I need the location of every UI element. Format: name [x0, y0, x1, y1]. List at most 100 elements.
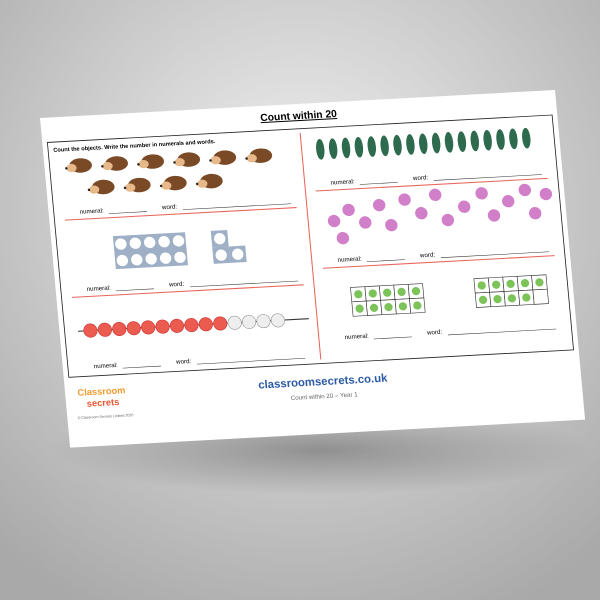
hedgehog-nose — [245, 157, 248, 160]
answer-line — [359, 182, 398, 185]
leaf — [509, 128, 518, 150]
word-label: word: — [419, 252, 436, 260]
leaf — [419, 133, 428, 155]
counter — [158, 236, 170, 248]
dot — [398, 193, 411, 206]
dot — [415, 207, 428, 220]
dot — [502, 195, 515, 208]
bead — [227, 315, 242, 330]
counter — [398, 302, 408, 311]
hedgehog-face — [197, 179, 208, 188]
divider — [71, 284, 304, 298]
dot — [372, 198, 386, 212]
title: Count within 20 — [260, 109, 338, 124]
leaf — [522, 127, 531, 149]
counter — [116, 254, 129, 267]
dot — [336, 231, 350, 245]
hedgehog-nose — [87, 188, 91, 192]
counter — [172, 235, 185, 247]
counter — [492, 280, 501, 289]
dot — [518, 183, 531, 197]
counter — [397, 287, 406, 297]
dot — [528, 207, 542, 220]
word-label: word: — [161, 203, 178, 211]
counter — [535, 278, 544, 287]
leaf — [328, 138, 338, 159]
hedgehog-face — [246, 154, 257, 163]
hedgehog-face — [102, 161, 113, 171]
counter — [131, 254, 143, 266]
hedgehog-nose — [137, 163, 140, 166]
dot — [327, 214, 341, 228]
hedgehog-nose — [209, 159, 212, 162]
counter — [355, 304, 364, 313]
bead — [198, 317, 213, 332]
dot — [475, 187, 488, 200]
numeral-label: numeral: — [86, 285, 111, 293]
numeral-label: numeral: — [93, 362, 118, 370]
answer-line — [182, 203, 292, 210]
bead — [83, 323, 98, 338]
answer-line — [440, 251, 550, 258]
answer-line — [108, 211, 147, 214]
bead — [213, 316, 228, 331]
dot — [487, 209, 501, 222]
answer-line — [115, 288, 154, 292]
counter — [144, 236, 156, 249]
counter — [232, 248, 244, 260]
worksheet: Count within 20 Count the objects. Write… — [40, 89, 586, 448]
hedgehog-face — [174, 158, 185, 167]
hedgehog-nose — [101, 165, 104, 168]
counter — [506, 279, 515, 289]
hedgehog-face — [125, 183, 136, 192]
hedgehog-face — [66, 163, 77, 173]
caption: Count within 20 – Year 1 — [290, 391, 358, 402]
counter — [214, 232, 226, 245]
word-label: word: — [175, 358, 192, 366]
bead — [256, 314, 271, 329]
counter — [354, 290, 363, 299]
numeral-label: numeral: — [344, 333, 369, 341]
counter — [129, 237, 141, 249]
leaf — [316, 139, 325, 160]
bead — [112, 321, 127, 337]
bead — [126, 321, 141, 336]
counter — [145, 253, 157, 265]
answer-line — [189, 280, 299, 288]
leaf — [354, 136, 364, 158]
divider — [315, 177, 548, 192]
hedgehog-nose — [195, 182, 199, 186]
numeral-label: numeral: — [337, 256, 362, 264]
hedgehog-nose — [65, 167, 68, 170]
divider — [64, 207, 297, 221]
counter — [477, 281, 486, 290]
counter — [174, 251, 186, 264]
frame-cell — [532, 288, 549, 305]
counter — [384, 302, 393, 312]
dot — [359, 216, 372, 229]
dot — [342, 203, 355, 217]
dot — [428, 188, 442, 202]
divider — [299, 132, 322, 360]
leaf — [393, 134, 402, 156]
hedgehog-face — [88, 185, 100, 194]
answer-line — [447, 328, 557, 336]
dot — [385, 218, 398, 232]
counter — [215, 249, 227, 261]
counter — [383, 288, 392, 297]
counter — [507, 294, 517, 303]
hedgehog-nose — [173, 161, 176, 164]
dot — [458, 200, 471, 213]
hedgehog-face — [210, 156, 221, 165]
answer-line — [122, 365, 161, 369]
leaf — [406, 134, 415, 155]
counter — [493, 294, 502, 304]
bead — [184, 318, 199, 333]
counter — [413, 301, 422, 310]
hedgehog-nose — [123, 186, 127, 190]
bead — [97, 322, 112, 337]
answer-line — [433, 174, 543, 181]
counter — [368, 289, 377, 298]
